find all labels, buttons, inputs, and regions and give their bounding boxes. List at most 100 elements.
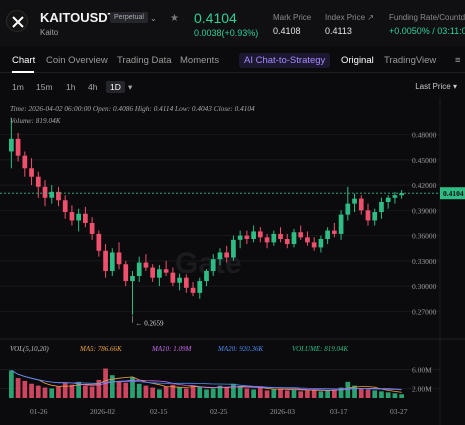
x-tick-label: 03-27 [390, 407, 408, 416]
candle-body [69, 212, 75, 221]
kaito-logo [6, 10, 28, 32]
interval-1m[interactable]: 1m [12, 82, 24, 92]
tab-coin-overview[interactable]: Coin Overview [46, 55, 108, 66]
candle-body [271, 233, 277, 243]
candle-body [264, 237, 270, 243]
candle-body [96, 233, 102, 251]
volume-legend-item: VOLUME: 819.04K [292, 345, 349, 353]
interval-dropdown-icon[interactable]: ▾ [128, 82, 133, 92]
volume-bar [358, 388, 364, 398]
candlestick-chart[interactable]: Gate0.480000.450000.420000.390000.360000… [0, 98, 465, 425]
candle-body [399, 193, 404, 196]
candle-body [338, 214, 344, 234]
volume-bar [130, 377, 135, 398]
y-tick-label: 0.36000 [412, 232, 437, 241]
candle-body [157, 269, 162, 278]
volume-bar [291, 389, 297, 398]
volume-bar [157, 389, 162, 398]
volume-bar [143, 385, 149, 398]
y-tick-label: 0.39000 [412, 206, 437, 215]
volume-bar [62, 382, 68, 398]
candle-body [170, 272, 176, 283]
volume-bar [123, 382, 129, 398]
volume-bar [42, 387, 48, 398]
candle-body [35, 176, 41, 187]
candle-body [42, 186, 48, 198]
volume-bar [237, 386, 243, 398]
candle-body [123, 264, 129, 282]
candle-body [76, 213, 82, 221]
interval-4h[interactable]: 4h [88, 82, 98, 92]
volume-bar [264, 390, 270, 398]
candle-body [372, 212, 378, 221]
header: KAITOUSDT Perpetual ⌄ ★ Kaito 0.4104 0.0… [0, 0, 465, 46]
candle-body [385, 197, 391, 202]
y-tick-label: 0.45000 [412, 156, 437, 165]
volume-tick-label: 2.00M [412, 385, 432, 394]
mark-price-value: 0.4108 [273, 26, 301, 36]
volume-bar [177, 387, 182, 398]
candle-body [177, 277, 182, 283]
volume-bar [22, 380, 28, 398]
chart-tabs: Chart Coin Overview Trading Data Moments… [0, 48, 465, 73]
volume-bar [49, 388, 55, 398]
tab-ai-chat-to-strategy[interactable]: AI Chat-to-Strategy [239, 53, 331, 68]
index-price-label[interactable]: Index Price ↗ [325, 13, 374, 22]
candle-body [204, 270, 209, 282]
candle-body [345, 203, 351, 215]
tab-tradingview[interactable]: TradingView [384, 55, 437, 66]
y-tick-label: 0.42000 [412, 181, 437, 190]
interval-1h[interactable]: 1h [66, 82, 76, 92]
ohlc-readout: Time: 2026-04-02 06:00:00 Open: 0.4086 H… [10, 104, 255, 113]
candle-body [143, 262, 149, 268]
star-icon[interactable]: ★ [170, 13, 179, 24]
candle-body [103, 250, 108, 271]
candle-body [109, 252, 115, 271]
volume-bar [365, 389, 371, 398]
volume-bar [56, 386, 61, 398]
volume-bar [372, 390, 378, 398]
candle-body [49, 191, 55, 198]
volume-bar [338, 387, 344, 398]
chart-area[interactable]: Gate 0.48000 0.45000 0.42000 0.39000 0.36000 0… [0, 98, 465, 425]
tab-moments[interactable]: Moments [180, 55, 220, 66]
index-price-value: 0.4113 [325, 26, 352, 36]
candle-body [278, 233, 283, 239]
chevron-down-icon[interactable]: ⌄ [150, 14, 157, 23]
candle-body [83, 213, 88, 223]
candle-body [89, 223, 95, 234]
candle-body [257, 231, 263, 238]
mark-price-label: Mark Price [273, 13, 312, 22]
candle-body [237, 235, 243, 240]
menu-icon[interactable]: ≡ [455, 55, 461, 66]
candle-body [284, 238, 290, 245]
volume-bar [271, 389, 277, 398]
volume-bar [231, 383, 236, 398]
volume-bar [170, 384, 176, 398]
pair-name[interactable]: KAITOUSDT [40, 10, 116, 25]
volume-bar [163, 386, 169, 398]
last-price-tag-label: 0.4104 [443, 189, 464, 198]
volume-bar [116, 380, 122, 398]
volume-bar [76, 381, 82, 398]
tab-trading-data[interactable]: Trading Data [117, 55, 172, 66]
interval-15m[interactable]: 15m [36, 82, 53, 92]
x-tick-label: 2026-02 [90, 407, 115, 416]
volume-bar [96, 379, 102, 398]
last-price-tag [440, 187, 465, 200]
volume-bar [257, 387, 263, 398]
funding-rate-label: Funding Rate/Countdown [389, 13, 465, 22]
volume-bar [284, 390, 290, 398]
volume-bar [197, 386, 203, 398]
candle-body [130, 276, 135, 282]
interval-1d[interactable]: 1D [106, 81, 125, 93]
candle-body [136, 262, 142, 277]
volume-bar [136, 383, 142, 398]
volume-bar [204, 389, 209, 398]
volume-bar [183, 388, 189, 398]
perpetual-badge: Perpetual [110, 12, 148, 23]
tab-chart[interactable]: Chart [12, 55, 36, 66]
last-price-selector[interactable]: Last Price ▾ [415, 82, 457, 91]
tab-original[interactable]: Original [341, 55, 374, 66]
low-price-label: ← 0.2659 [135, 320, 164, 328]
